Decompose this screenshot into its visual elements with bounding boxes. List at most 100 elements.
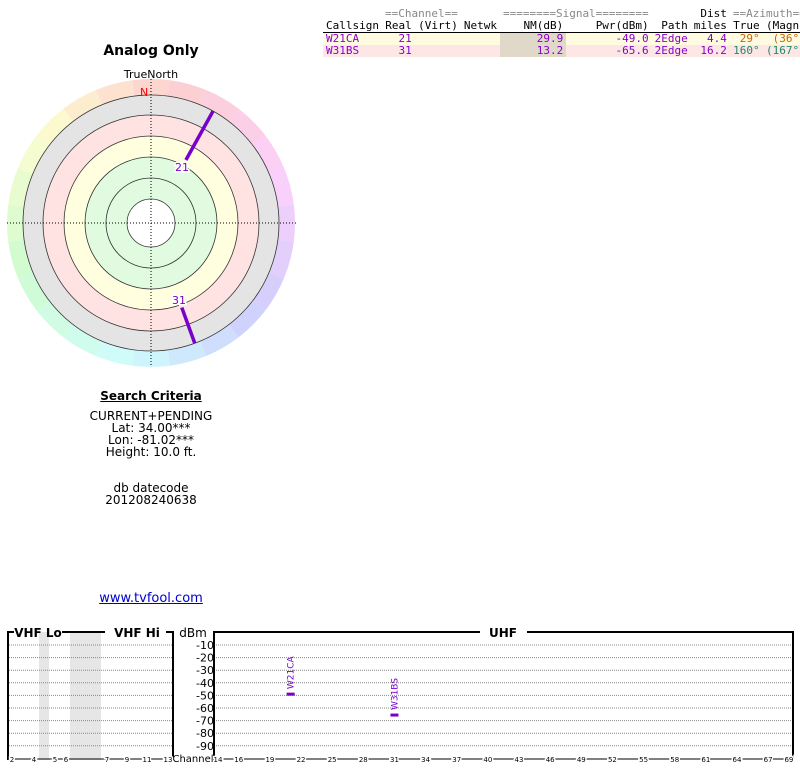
- col-netwk: Netwk: [463, 19, 497, 32]
- station-bearing-line: [180, 306, 197, 344]
- vhf_lo-label: VHF Lo: [14, 626, 62, 640]
- col-callsign: Callsign: [326, 19, 379, 32]
- db-tick: -40: [196, 677, 214, 690]
- station-callsign-label: W31BS: [390, 678, 400, 710]
- vhf-channel-tick: 11: [143, 756, 152, 764]
- db-tick: -90: [196, 740, 214, 753]
- uhf-channel-tick: 43: [515, 756, 524, 764]
- cell-magn: (36°): [772, 32, 800, 45]
- cell-true: 160°: [733, 44, 760, 57]
- dbm-label: dBm: [179, 626, 207, 640]
- station-label: 21: [175, 161, 189, 174]
- criteria-mode: CURRENT+PENDING: [89, 409, 213, 423]
- db-tick: -30: [196, 664, 214, 677]
- cell-callsign: W21CA: [326, 32, 360, 45]
- cell-virt: [415, 45, 461, 57]
- station-table: ==Channel== ========Signal======== Dist ==A…: [323, 8, 800, 57]
- uhf-channel-tick: 34: [421, 756, 430, 764]
- gap-band: [39, 632, 49, 760]
- col-virt: (Virt): [418, 19, 458, 32]
- criteria-height: Height: 10.0 ft.: [105, 445, 197, 459]
- signal-group-header: ========Signal========: [502, 7, 649, 20]
- station-label: 31: [172, 294, 186, 307]
- db-tick: -70: [196, 715, 214, 728]
- dist-header: Dist: [700, 7, 727, 20]
- uhf-channel-tick: 19: [265, 756, 274, 764]
- channel-axis-label: Channel: [172, 754, 213, 765]
- db-tick: -50: [196, 689, 214, 702]
- gap-band: [70, 632, 101, 760]
- criteria-lat: Lat: 34.00***: [111, 421, 191, 435]
- db-datecode-label: db datecode: [113, 481, 189, 495]
- cell-real: 21: [398, 32, 412, 45]
- cell-nm: 13.2: [499, 45, 567, 57]
- station-signal-bar: [390, 713, 399, 717]
- station-row[interactable]: W21CA 21 29.9 -49.0 2Edge 4.4 29° (36°): [323, 32, 800, 46]
- vhf-channel-tick: 6: [64, 756, 69, 764]
- cell-virt: [415, 33, 461, 46]
- vhf_hi-label: VHF Hi: [114, 626, 160, 640]
- uhf-channel-tick: 49: [577, 756, 586, 764]
- station-signal-bar: [286, 692, 295, 696]
- cell-nm: 29.9: [499, 32, 567, 45]
- true-north-label: TrueNorth: [123, 68, 179, 81]
- cell-true: 29°: [739, 32, 760, 45]
- uhf-channel-tick: 67: [764, 756, 773, 764]
- tvfool-link[interactable]: www.tvfool.com: [99, 591, 203, 606]
- db-tick: -20: [196, 652, 214, 665]
- station-bearing-line: [184, 110, 215, 161]
- uhf-channel-tick: 69: [784, 756, 793, 764]
- vhf-channel-tick: 13: [164, 756, 173, 764]
- azimuth-group-header: ==Azimuth==: [732, 7, 800, 20]
- cell-netwk: [461, 33, 500, 46]
- cell-path: 2Edge: [654, 44, 688, 57]
- north-label: N: [140, 86, 148, 99]
- uhf-channel-tick: 16: [234, 756, 243, 764]
- polar-plot: N 21 31: [6, 79, 296, 367]
- cell-magn: (167°): [766, 44, 800, 57]
- uhf-channel-tick: 46: [546, 756, 555, 764]
- uhf-frame: [213, 631, 794, 760]
- vhf-channel-tick: 4: [32, 756, 37, 764]
- db-datecode-value: 201208240638: [105, 493, 197, 507]
- uhf-channel-tick: 14: [214, 756, 223, 764]
- cell-dist: 4.4: [707, 32, 727, 45]
- vhf-channel-tick: 5: [53, 756, 57, 764]
- cell-real: 31: [398, 44, 412, 57]
- cell-pwr: -49.0: [615, 32, 649, 45]
- cell-dist: 16.2: [700, 44, 727, 57]
- db-tick: -80: [196, 727, 214, 740]
- page-title: Analog Only: [103, 43, 199, 59]
- vhf-frame: [7, 631, 174, 760]
- db-tick: -10: [196, 639, 214, 652]
- uhf-channel-tick: 55: [639, 756, 648, 764]
- col-miles: miles: [693, 19, 727, 32]
- station-row[interactable]: W31BS 31 13.2 -65.6 2Edge 16.2 160° (167°): [323, 45, 800, 57]
- uhf-channel-tick: 31: [390, 756, 399, 764]
- col-magn: (Magn): [766, 19, 800, 32]
- criteria-heading: Search Criteria: [100, 389, 202, 403]
- uhf-channel-tick: 28: [359, 756, 368, 764]
- station-callsign-label: W21CA: [287, 656, 297, 690]
- uhf-channel-tick: 37: [452, 756, 461, 764]
- uhf-channel-tick: 58: [670, 756, 679, 764]
- cell-pwr: -65.6: [615, 44, 649, 57]
- col-pwr: Pwr(dBm): [595, 19, 649, 32]
- channel-group-header: ==Channel==: [384, 7, 458, 20]
- col-true: True: [733, 19, 760, 32]
- spectrum-chart: -10-20-30-40-50-60-70-80-90 VHF Lo VHF Hi U…: [7, 626, 795, 766]
- uhf-channel-tick: 64: [733, 756, 742, 764]
- cell-callsign: W31BS: [326, 44, 360, 57]
- uhf-channel-tick: 52: [608, 756, 617, 764]
- vhf-channel-tick: 2: [10, 756, 14, 764]
- col-nm: NM(dB): [523, 19, 564, 32]
- cell-netwk: [461, 45, 500, 57]
- col-path: Path: [661, 19, 688, 32]
- uhf-label: UHF: [489, 626, 517, 640]
- cell-path: 2Edge: [654, 32, 688, 45]
- uhf-channel-tick: 22: [297, 756, 306, 764]
- uhf-channel-tick: 61: [701, 756, 710, 764]
- db-tick: -60: [196, 702, 214, 715]
- vhf-channel-tick: 9: [125, 756, 129, 764]
- vhf-channel-tick: 7: [105, 756, 109, 764]
